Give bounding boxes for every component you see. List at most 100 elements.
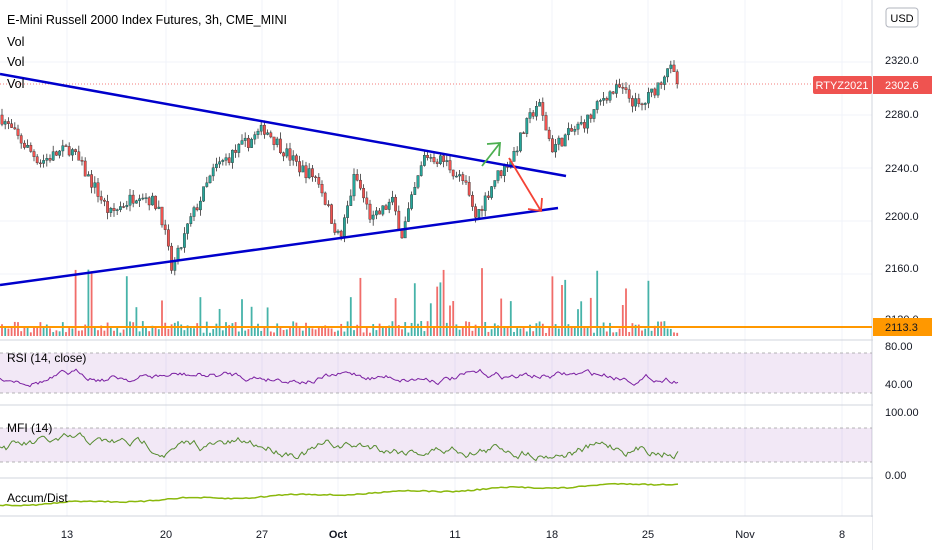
candle-body (669, 64, 673, 69)
candle-body (621, 87, 625, 89)
volume-bar (289, 327, 291, 336)
volume-bar (202, 332, 205, 336)
candle-body (208, 175, 212, 184)
rsi-band (0, 353, 872, 393)
volume-bar (522, 326, 525, 336)
volume-label-1: Vol (7, 35, 24, 49)
volume-bar (170, 324, 173, 336)
volume-bar (513, 331, 515, 336)
candle-body (320, 184, 324, 194)
volume-bar (359, 277, 362, 336)
volume-bar (589, 297, 592, 336)
volume-bar (497, 325, 499, 336)
volume-bar (372, 324, 375, 336)
candle-body (448, 160, 452, 171)
volume-bar (631, 323, 634, 336)
volume-bar (420, 321, 423, 336)
rsi-tick: 40.00 (885, 379, 913, 391)
candle-body (634, 98, 638, 107)
volume-bar (244, 330, 247, 336)
volume-bar (148, 331, 151, 336)
volume-bar (119, 332, 122, 336)
volume-bar (468, 321, 471, 336)
candle-body (535, 106, 538, 117)
volume-bar (369, 332, 371, 336)
candle-body (96, 182, 100, 197)
volume-bar (234, 322, 237, 336)
candle-body (391, 196, 394, 203)
candle-body (487, 195, 490, 198)
volume-bar (330, 328, 333, 336)
volume-bar (349, 297, 352, 336)
candle-body (26, 144, 29, 148)
volume-bar (4, 326, 7, 336)
arrow-up-icon[interactable] (481, 142, 501, 167)
candle-body (458, 174, 461, 177)
volume-bar (49, 328, 51, 336)
arrow-down-icon[interactable] (508, 157, 543, 213)
time-tick: 18 (546, 529, 558, 541)
candle-body (397, 210, 401, 231)
volume-bar (186, 325, 189, 336)
candle-body (477, 209, 481, 218)
currency-button[interactable]: USD (885, 7, 919, 28)
volume-bar (122, 329, 125, 336)
candle-body (327, 204, 330, 206)
lower-trendline[interactable] (0, 206, 559, 287)
candle-body (157, 206, 161, 209)
candle-body (359, 179, 362, 189)
volume-bar (285, 329, 288, 336)
volume-bar (161, 300, 163, 336)
price-tick: 2320.0 (885, 55, 919, 67)
candle-body (298, 161, 301, 173)
volume-bar (375, 330, 378, 336)
volume-bar (228, 325, 231, 336)
volume-bar (87, 269, 90, 336)
candle-body (602, 98, 606, 101)
volume-bar (385, 327, 387, 336)
candle-body (246, 137, 250, 148)
time-axis[interactable]: 13 20 27 Oct 11 18 25 Nov 8 (0, 517, 872, 550)
volume-bar (221, 330, 224, 336)
candle-body (435, 161, 439, 164)
candle-body (202, 186, 205, 202)
volume-bar (13, 321, 16, 336)
candle-body (106, 201, 110, 213)
volume-bar (81, 330, 83, 336)
price-tick: 2280.0 (885, 109, 919, 121)
candle-body (554, 144, 558, 153)
volume-bar (209, 332, 211, 336)
candle-body (471, 194, 474, 207)
candle-body (118, 206, 122, 210)
volume-bar (337, 330, 339, 336)
volume-bar (637, 324, 640, 336)
volume-bar (509, 301, 512, 336)
volume-bar (529, 324, 531, 336)
candle-body (61, 145, 65, 152)
volume-bar (253, 326, 256, 336)
volume-bar (423, 331, 426, 336)
volume-bar (602, 322, 605, 336)
candle-body (10, 123, 13, 128)
volume-bar (279, 327, 282, 336)
candle-body (42, 160, 46, 164)
volume-bar (452, 301, 455, 336)
volume-bar (657, 321, 659, 336)
candle-body (58, 150, 62, 156)
time-tick: Nov (735, 529, 755, 541)
volume-bar (74, 269, 77, 336)
volume-bar (23, 326, 26, 336)
volume-bar (426, 321, 429, 336)
candle-body (170, 245, 173, 271)
candle-body (230, 149, 234, 163)
candle-body (595, 101, 599, 110)
candle-body (605, 98, 609, 101)
upper-trendline[interactable] (0, 72, 567, 178)
time-tick: 13 (61, 529, 73, 541)
candle-body (179, 247, 183, 249)
volume-bar (516, 326, 519, 336)
candle-body (307, 168, 311, 179)
candle-body (291, 155, 295, 161)
volume-bar (401, 329, 403, 336)
